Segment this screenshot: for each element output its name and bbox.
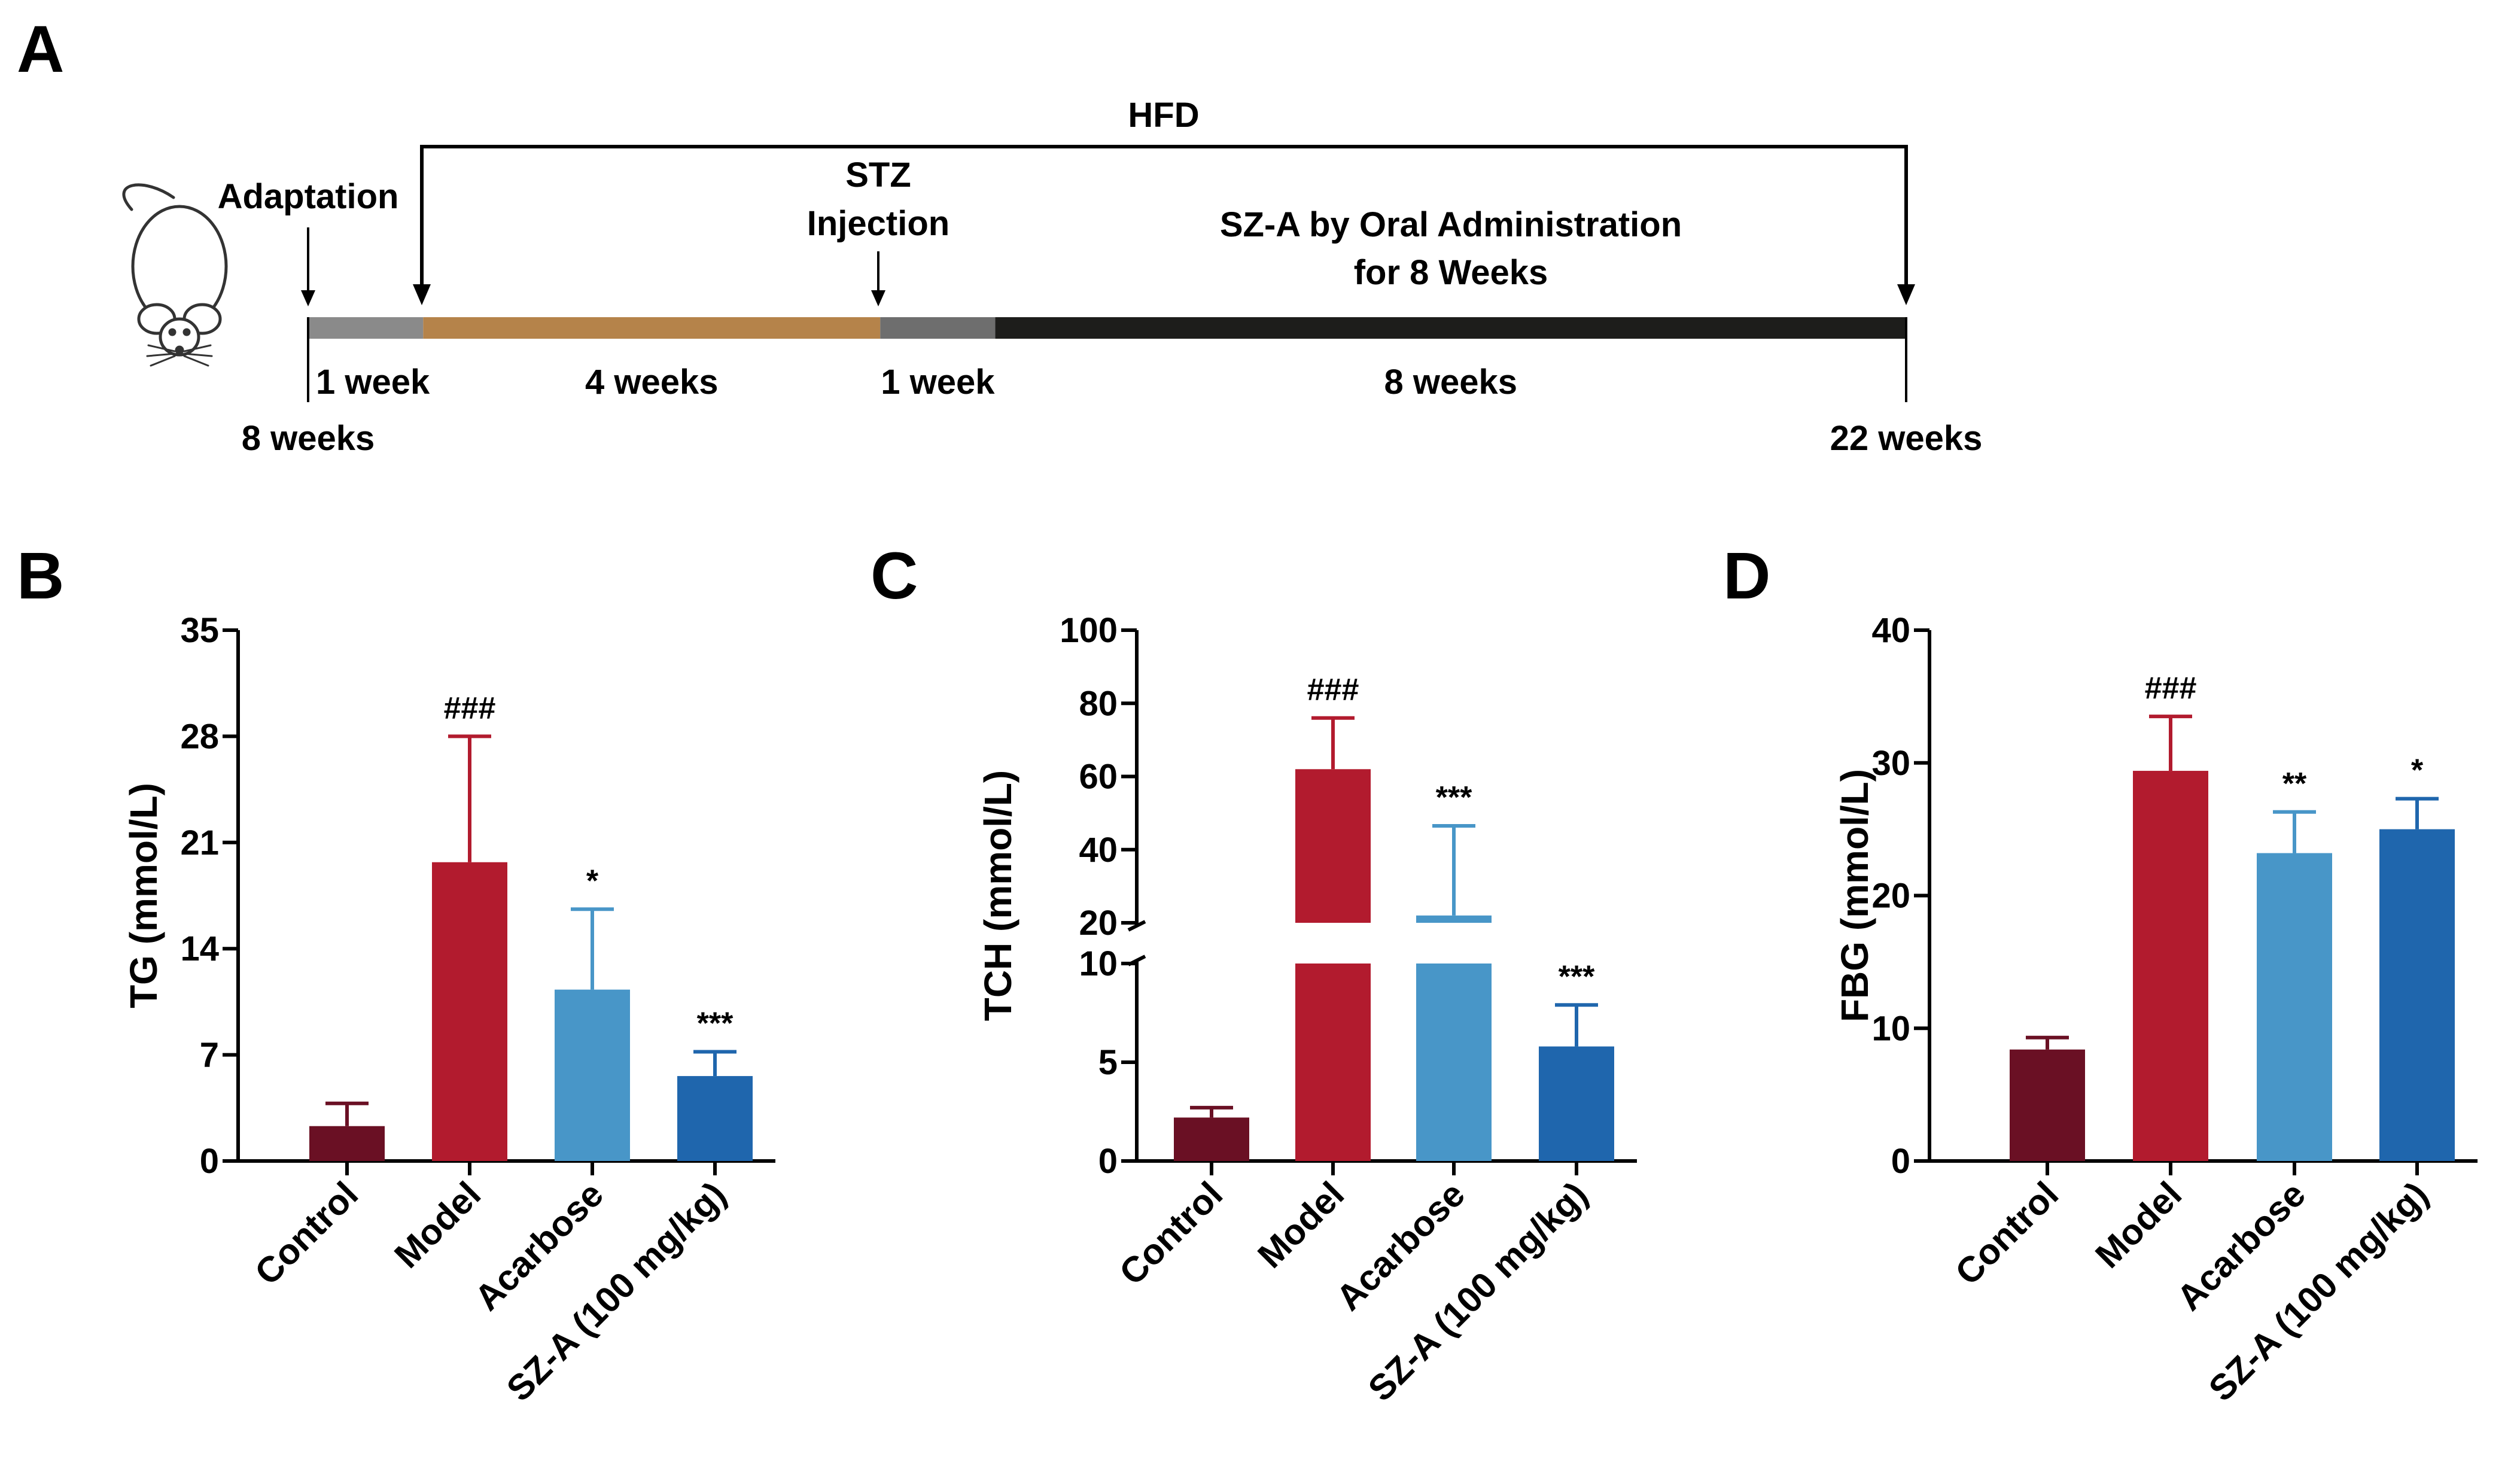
hfd-bracket [420, 145, 1908, 287]
timeline-segment [308, 317, 424, 339]
bar-upper-part [1295, 769, 1371, 923]
adaptation-label: Adaptation [218, 177, 399, 216]
significance-label: ** [2282, 767, 2307, 801]
timeline-segment-labels: 1 week 4 weeks 1 week 8 weeks [316, 363, 1517, 402]
significance-label: ### [444, 691, 496, 725]
y-tick-label: 10 [1079, 944, 1118, 983]
timeline-segment-label: 4 weeks [585, 363, 719, 402]
significance-label: *** [697, 1007, 734, 1041]
y-axis-label: TCH (mmol/L) [976, 770, 1019, 1022]
x-tick-label: Control [1947, 1174, 2066, 1293]
x-tick-label: Control [247, 1174, 366, 1293]
panel-a-letter: A [17, 13, 64, 86]
bar-lower-part [1295, 964, 1371, 1161]
hfd-label: HFD [1128, 96, 1199, 135]
significance-label: * [586, 864, 599, 898]
y-tick-label: 0 [1891, 1142, 1910, 1181]
x-tick-label: Control [1112, 1174, 1230, 1293]
sza-label-line1: SZ-A by Oral Administration [1220, 205, 1682, 244]
adaptation-arrowhead [301, 290, 315, 306]
bar [2133, 771, 2208, 1161]
hfd-arrowhead-right [1897, 284, 1915, 305]
timeline-segment-label: 1 week [881, 363, 995, 402]
y-tick-label: 60 [1079, 758, 1118, 797]
x-tick-label: SZ-A (100 mg/kg) [1361, 1174, 1595, 1409]
y-tick-label: 28 [180, 717, 219, 756]
x-tick-label: SZ-A (100 mg/kg) [2201, 1174, 2436, 1409]
y-tick-label: 5 [1098, 1043, 1118, 1082]
stz-label-line1: STZ [845, 156, 911, 194]
timeline-segment [423, 317, 881, 339]
y-tick-label: 35 [180, 611, 219, 650]
y-tick-label: 0 [1098, 1142, 1118, 1181]
significance-label: * [2411, 753, 2424, 788]
timeline-bar [308, 317, 1906, 339]
timeline-segment [995, 317, 1906, 339]
bar [2010, 1049, 2085, 1161]
timeline-segment [880, 317, 996, 339]
bar [309, 1126, 385, 1161]
bar-upper-part [1416, 915, 1492, 923]
bar [2257, 853, 2332, 1161]
panel-a-timeline: A HFD Adaptation STZ Injection [17, 13, 1982, 458]
timeline-segment-label: 8 weeks [1384, 363, 1518, 402]
bar [1539, 1046, 1614, 1161]
bar-lower-part [1416, 964, 1492, 1161]
panel-letter: B [17, 539, 64, 613]
x-tick-label: Model [386, 1174, 488, 1276]
hfd-arrowhead-left [413, 284, 431, 305]
bar [432, 862, 507, 1161]
stz-label-line2: Injection [807, 204, 949, 243]
bar [555, 989, 630, 1161]
panel-letter: D [1723, 539, 1770, 613]
y-tick-label: 0 [200, 1142, 219, 1181]
panel-letter: C [871, 539, 918, 613]
x-tick-label: Model [2087, 1174, 2189, 1276]
sza-label-line2: for 8 Weeks [1354, 253, 1548, 292]
axis-break-mark [1127, 920, 1146, 932]
y-tick-label: 21 [180, 823, 219, 862]
y-tick-label: 20 [1871, 877, 1910, 916]
significance-label: ### [1307, 673, 1359, 707]
x-tick-label: Model [1250, 1174, 1352, 1276]
bar [1174, 1117, 1249, 1161]
y-axis-label: TG (mmol/L) [122, 783, 165, 1008]
mouse-icon [122, 183, 228, 367]
y-tick-label: 7 [200, 1036, 219, 1075]
bar [677, 1076, 753, 1161]
bar [2379, 829, 2455, 1161]
timeline-start-label: 8 weeks [242, 419, 375, 458]
y-tick-label: 40 [1871, 611, 1910, 650]
stz-arrowhead [871, 290, 885, 306]
significance-label: ### [2145, 671, 2197, 706]
timeline-segment-label: 1 week [316, 363, 430, 402]
y-tick-label: 10 [1871, 1009, 1910, 1048]
y-axis-label: FBG (mmol/L) [1833, 769, 1876, 1022]
y-tick-label: 14 [180, 929, 219, 968]
y-tick-label: 100 [1060, 611, 1118, 650]
y-tick-label: 30 [1871, 744, 1910, 783]
y-tick-label: 40 [1079, 831, 1118, 870]
y-tick-label: 80 [1079, 684, 1118, 723]
y-tick-label: 20 [1079, 904, 1118, 943]
timeline-end-label: 22 weeks [1830, 419, 1983, 458]
x-tick-label: SZ-A (100 mg/kg) [499, 1174, 734, 1409]
significance-label: *** [1436, 780, 1472, 815]
significance-label: *** [1559, 959, 1595, 994]
